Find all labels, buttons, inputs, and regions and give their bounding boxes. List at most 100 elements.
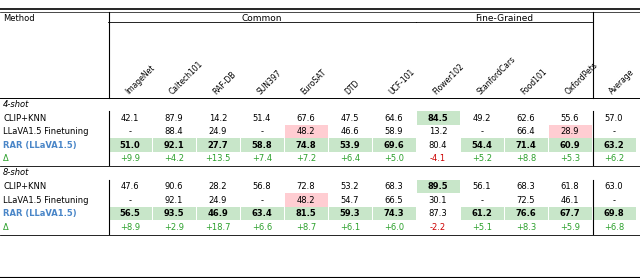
Text: 46.6: 46.6 (340, 127, 359, 136)
Text: +8.8: +8.8 (516, 154, 536, 163)
Text: 69.8: 69.8 (604, 209, 624, 218)
Bar (152, 207, 195, 220)
Bar (417, 180, 460, 193)
Text: LLaVA1.5 Finetuning: LLaVA1.5 Finetuning (3, 196, 88, 205)
Text: RAR (LLaVA1.5): RAR (LLaVA1.5) (3, 141, 77, 150)
Text: OxfordPets: OxfordPets (564, 60, 600, 96)
Text: 59.3: 59.3 (340, 209, 360, 218)
Text: 93.5: 93.5 (164, 209, 184, 218)
Text: 80.4: 80.4 (429, 141, 447, 150)
Text: SUN397: SUN397 (255, 68, 284, 96)
Text: Caltech101: Caltech101 (168, 59, 205, 96)
Text: DTD: DTD (344, 78, 362, 96)
Text: 66.4: 66.4 (516, 127, 535, 136)
Text: 64.6: 64.6 (385, 114, 403, 123)
Text: 89.5: 89.5 (428, 182, 448, 191)
Bar (285, 193, 328, 207)
Text: Average: Average (607, 68, 636, 96)
Text: Δ: Δ (3, 223, 9, 232)
Text: -4.1: -4.1 (430, 154, 446, 163)
Text: -: - (129, 196, 131, 205)
Text: +18.7: +18.7 (205, 223, 231, 232)
Text: 63.0: 63.0 (605, 182, 623, 191)
Text: +5.3: +5.3 (560, 154, 580, 163)
Text: 24.9: 24.9 (209, 127, 227, 136)
Text: +8.3: +8.3 (516, 223, 536, 232)
Bar (328, 138, 371, 152)
Bar (328, 207, 371, 220)
Text: RAF-DB: RAF-DB (212, 70, 238, 96)
Bar (593, 138, 636, 152)
Text: 72.8: 72.8 (297, 182, 316, 191)
Text: 24.9: 24.9 (209, 196, 227, 205)
Text: RAR (LLaVA1.5): RAR (LLaVA1.5) (3, 209, 77, 218)
Bar (548, 138, 591, 152)
Text: 42.1: 42.1 (121, 114, 139, 123)
Text: 51.0: 51.0 (120, 141, 140, 150)
Text: -: - (129, 127, 131, 136)
Text: +8.7: +8.7 (296, 223, 316, 232)
Text: 68.3: 68.3 (385, 182, 403, 191)
Text: 76.6: 76.6 (516, 209, 536, 218)
Text: -: - (481, 196, 483, 205)
Text: 4-shot: 4-shot (3, 100, 29, 109)
Text: 47.5: 47.5 (340, 114, 359, 123)
Bar (593, 207, 636, 220)
Text: 87.9: 87.9 (164, 114, 183, 123)
Text: +13.5: +13.5 (205, 154, 230, 163)
Text: +6.2: +6.2 (604, 154, 624, 163)
Text: -: - (612, 127, 616, 136)
Bar (285, 138, 328, 152)
Text: 63.2: 63.2 (604, 141, 625, 150)
Bar (417, 111, 460, 125)
Text: 30.1: 30.1 (429, 196, 447, 205)
Text: 46.1: 46.1 (561, 196, 579, 205)
Text: ImageNet: ImageNet (124, 63, 156, 96)
Text: +6.1: +6.1 (340, 223, 360, 232)
Text: CLIP+KNN: CLIP+KNN (3, 182, 46, 191)
Text: -: - (612, 196, 616, 205)
Text: +7.2: +7.2 (296, 154, 316, 163)
Text: 56.1: 56.1 (473, 182, 492, 191)
Bar (285, 125, 328, 138)
Text: 69.6: 69.6 (383, 141, 404, 150)
Bar (152, 138, 195, 152)
Text: 14.2: 14.2 (209, 114, 227, 123)
Text: 74.3: 74.3 (384, 209, 404, 218)
Text: 67.6: 67.6 (296, 114, 316, 123)
Text: 61.2: 61.2 (472, 209, 492, 218)
Bar (109, 138, 152, 152)
Bar (504, 138, 547, 152)
Text: 53.9: 53.9 (340, 141, 360, 150)
Text: 88.4: 88.4 (164, 127, 183, 136)
Text: +6.8: +6.8 (604, 223, 624, 232)
Text: 62.6: 62.6 (516, 114, 535, 123)
Bar (548, 207, 591, 220)
Text: 48.2: 48.2 (297, 196, 316, 205)
Text: 54.7: 54.7 (340, 196, 359, 205)
Text: 71.4: 71.4 (516, 141, 536, 150)
Text: +7.4: +7.4 (252, 154, 272, 163)
Text: +6.0: +6.0 (384, 223, 404, 232)
Text: 56.5: 56.5 (120, 209, 140, 218)
Text: 60.9: 60.9 (560, 141, 580, 150)
Bar (196, 207, 239, 220)
Text: 58.9: 58.9 (385, 127, 403, 136)
Text: 87.3: 87.3 (429, 209, 447, 218)
Bar (372, 207, 415, 220)
Text: +5.0: +5.0 (384, 154, 404, 163)
Text: 48.2: 48.2 (297, 127, 316, 136)
Text: 81.5: 81.5 (296, 209, 316, 218)
Text: 53.2: 53.2 (340, 182, 359, 191)
Text: 27.7: 27.7 (208, 141, 228, 150)
Text: Δ: Δ (3, 154, 9, 163)
Text: 28.9: 28.9 (561, 127, 579, 136)
Text: 51.4: 51.4 (253, 114, 271, 123)
Bar (548, 125, 591, 138)
Bar (241, 207, 284, 220)
Text: +5.1: +5.1 (472, 223, 492, 232)
Text: +6.6: +6.6 (252, 223, 272, 232)
Bar (372, 138, 415, 152)
Text: 72.5: 72.5 (516, 196, 535, 205)
Bar (196, 138, 239, 152)
